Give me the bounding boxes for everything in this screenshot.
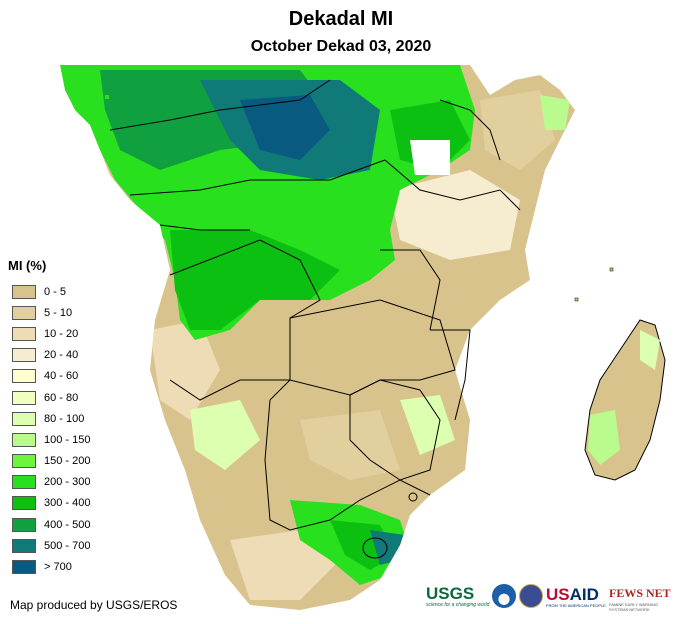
map-credit: Map produced by USGS/EROS [10,598,178,612]
usaid-logo: USAID FROM THE AMERICAN PEOPLE [546,585,606,608]
noaa-logo-icon [492,584,516,608]
legend-swatch [12,305,36,320]
legend-label: 100 - 150 [44,433,91,446]
usgs-logo: USGS science for a changing world [426,584,490,608]
legend-swatch [12,560,36,575]
legend-swatch [12,538,36,553]
legend-item: 300 - 400 [8,493,138,514]
legend-swatch [12,454,36,469]
legend-item: 200 - 300 [8,472,138,493]
agency-logos: USGS science for a changing world USAID … [426,582,676,614]
legend-swatch [12,496,36,511]
legend-label: 10 - 20 [44,327,79,340]
legend-label: 60 - 80 [44,391,79,404]
legend-swatch [12,369,36,384]
legend-item: 80 - 100 [8,408,138,429]
legend-swatch [12,475,36,490]
legend-label: 150 - 200 [44,455,91,468]
legend-label: 80 - 100 [44,412,85,425]
legend-label: 300 - 400 [44,497,91,510]
legend-item: 150 - 200 [8,451,138,472]
fews-net-logo: FEWS NET FAMINE EARLY WARNING SYSTEMS NE… [609,586,671,612]
legend-label: 5 - 10 [44,306,73,319]
map-legend: MI (%) 0 - 5 5 - 10 10 - 20 20 - 40 40 - 60 6… [8,258,138,578]
legend-item: 500 - 700 [8,535,138,556]
legend-swatch [12,348,36,363]
legend-label: 40 - 60 [44,370,79,383]
legend-item: 10 - 20 [8,323,138,344]
legend-label: 400 - 500 [44,518,91,531]
map-title: Dekadal MI [288,8,394,30]
legend-label: 0 - 5 [44,285,67,298]
map-subtitle: October Dekad 03, 2020 [250,38,432,55]
seal-logo-icon [519,584,543,608]
legend-item: 60 - 80 [8,387,138,408]
legend-label: 200 - 300 [44,476,91,489]
legend-item: 5 - 10 [8,302,138,323]
legend-swatch [12,432,36,447]
legend-item: 0 - 5 [8,281,138,302]
legend-swatch [12,517,36,532]
legend-swatch [12,411,36,426]
legend-label: 20 - 40 [44,349,79,362]
legend-item: 400 - 500 [8,514,138,535]
legend-title: MI (%) [8,258,47,273]
legend-item: > 700 [8,556,138,577]
legend-items: 0 - 5 5 - 10 10 - 20 20 - 40 40 - 60 60 - 80 8… [8,281,138,578]
legend-item: 100 - 150 [8,429,138,450]
legend-label: > 700 [44,561,72,574]
legend-swatch [12,390,36,405]
legend-swatch [12,326,36,341]
legend-swatch [12,284,36,299]
legend-item: 40 - 60 [8,366,138,387]
legend-item: 20 - 40 [8,345,138,366]
legend-label: 500 - 700 [44,539,91,552]
